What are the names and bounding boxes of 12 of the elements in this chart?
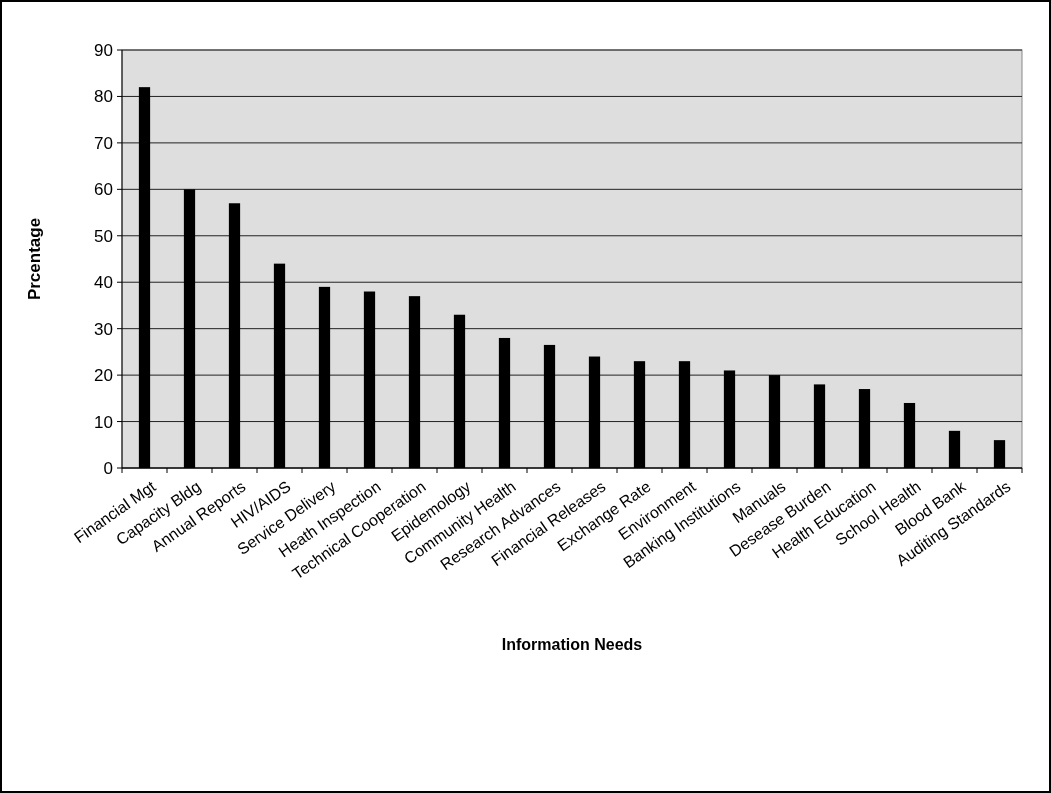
y-tick-label: 80: [94, 87, 113, 107]
y-tick-label: 50: [94, 226, 113, 246]
y-tick-label: 90: [94, 40, 113, 60]
y-tick-label: 70: [94, 133, 113, 153]
y-tick-label: 30: [94, 319, 113, 339]
x-axis-title: Information Needs: [501, 636, 643, 653]
y-tick-label: 0: [103, 458, 113, 478]
y-axis-title: Prcentage: [25, 217, 44, 301]
y-tick-label: 60: [94, 180, 113, 200]
y-tick-label: 10: [94, 412, 113, 432]
y-tick-label: 20: [94, 366, 113, 386]
y-tick-label: 40: [94, 273, 113, 293]
